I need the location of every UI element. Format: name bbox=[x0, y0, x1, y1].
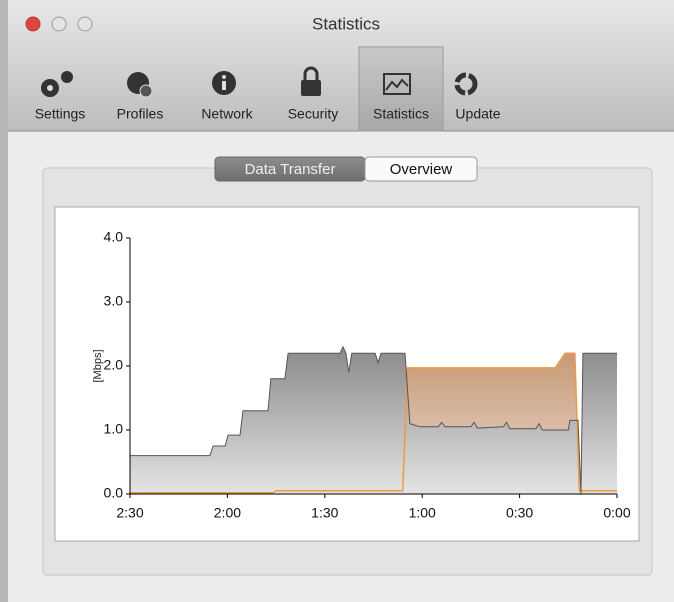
window-title: Statistics bbox=[312, 14, 380, 33]
series-line bbox=[130, 345, 617, 495]
close-button[interactable] bbox=[25, 16, 41, 32]
toolbar bbox=[0, 0, 674, 131]
toolbar-label[interactable]: Security bbox=[288, 106, 339, 122]
update-icon bbox=[454, 72, 478, 96]
y-tick-label: 0.0 bbox=[104, 485, 124, 501]
series-line bbox=[130, 352, 617, 494]
area-fill bbox=[130, 346, 617, 494]
x-tick-label: 2:00 bbox=[214, 505, 241, 521]
toolbar-label[interactable]: Statistics bbox=[373, 106, 429, 122]
y-tick-label: 3.0 bbox=[104, 293, 124, 309]
toolbar-label[interactable]: Profiles bbox=[117, 106, 164, 122]
y-axis-label: [Mbps] bbox=[92, 349, 104, 382]
x-tick-label: 1:30 bbox=[311, 505, 338, 521]
security-icon bbox=[301, 66, 321, 96]
segment[interactable] bbox=[364, 156, 478, 182]
y-tick-label: 4.0 bbox=[104, 229, 124, 245]
y-tick-label: 2.0 bbox=[104, 357, 124, 373]
y-tick-label: 1.0 bbox=[104, 421, 124, 437]
toolbar-label[interactable]: Settings bbox=[35, 106, 86, 122]
minimize-button[interactable] bbox=[51, 16, 67, 32]
profiles-icon bbox=[127, 72, 153, 98]
selected-tab-bg bbox=[358, 46, 444, 132]
toolbar-label[interactable]: Network bbox=[201, 106, 253, 122]
window-edge bbox=[0, 0, 8, 602]
x-tick-label: 0:00 bbox=[603, 505, 630, 521]
x-tick-label: 1:00 bbox=[409, 505, 436, 521]
toolbar-label[interactable]: Update bbox=[455, 106, 500, 122]
x-tick-label: 0:30 bbox=[506, 505, 533, 521]
settings-icon bbox=[41, 71, 73, 97]
x-tick-label: 2:30 bbox=[116, 505, 143, 521]
segment-label[interactable]: Data Transfer bbox=[245, 161, 336, 178]
segment-label[interactable]: Overview bbox=[390, 161, 453, 178]
zoom-button[interactable] bbox=[77, 16, 93, 32]
statistics-icon bbox=[383, 73, 411, 95]
network-icon bbox=[212, 71, 236, 95]
